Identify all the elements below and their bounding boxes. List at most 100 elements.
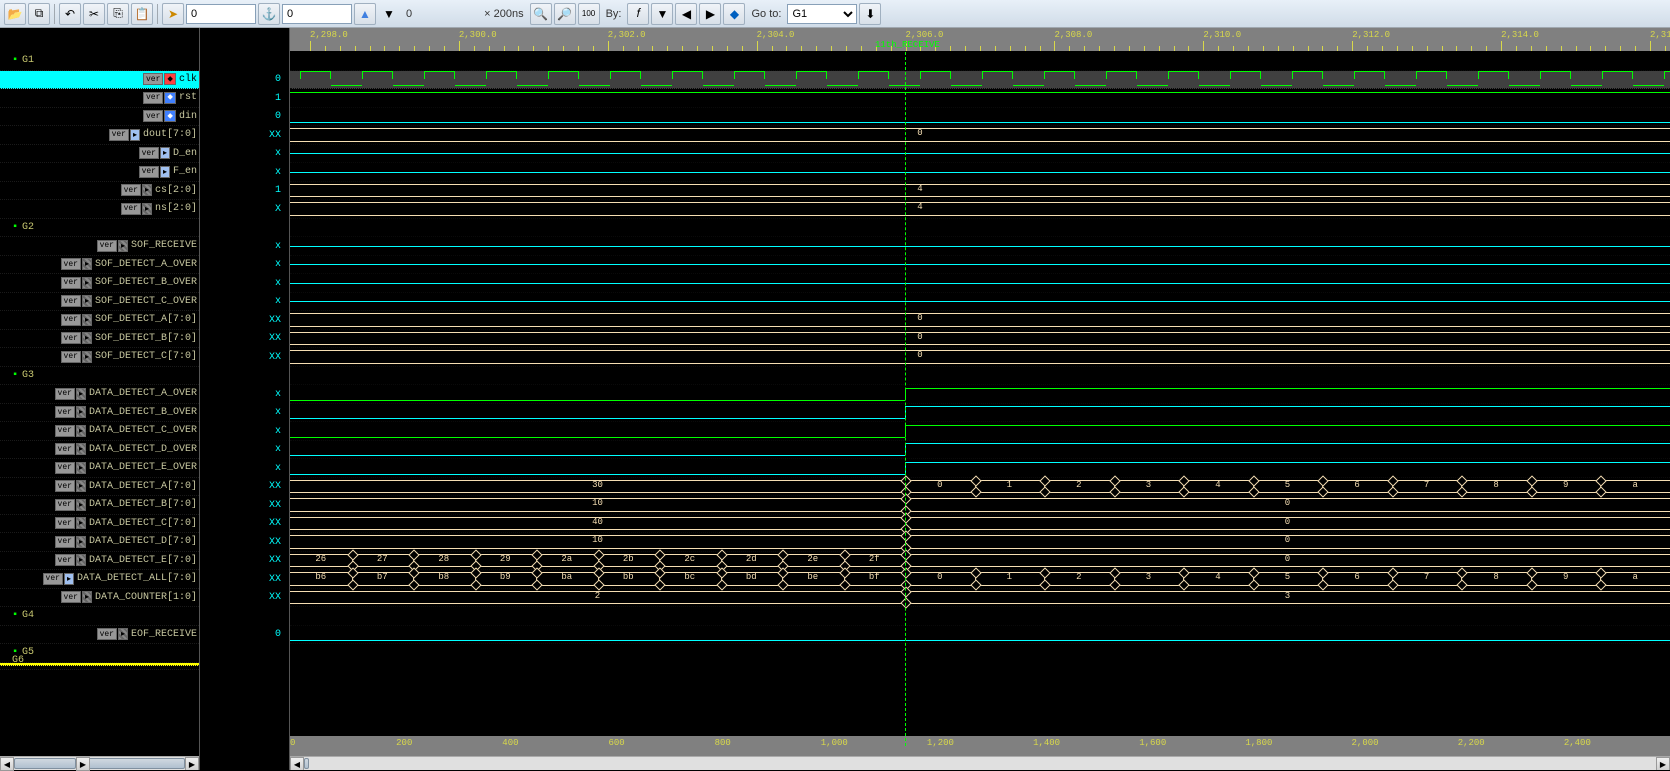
val-dcounter: XX [200, 589, 289, 608]
val-dd-b-over: x [200, 404, 289, 423]
scroll-right-icon[interactable]: ▶ [1656, 757, 1670, 770]
signal-sof-receive[interactable]: ver▸SOF_RECEIVE [0, 237, 199, 256]
open-icon[interactable]: 📂 [4, 3, 26, 25]
val-rst: 1 [200, 89, 289, 108]
signal-dout[interactable]: ver▸dout[7:0] [0, 126, 199, 145]
val-dd-c: XX [200, 515, 289, 534]
scroll-left-icon[interactable]: ◀ [0, 757, 14, 771]
val-sof-b: XX [200, 330, 289, 349]
val-dd-c-over: x [200, 422, 289, 441]
group-g4[interactable]: ▪G4 [0, 607, 199, 626]
group-g2[interactable]: ▪G2 [0, 219, 199, 238]
val-sof-a-over: x [200, 256, 289, 275]
val-dd-d-over: x [200, 441, 289, 460]
val-dd-e: XX [200, 552, 289, 571]
scroll-left-icon[interactable]: ◀ [290, 757, 304, 770]
layout-icon[interactable]: ⧉ [28, 3, 50, 25]
scroll-right-icon[interactable]: ▶ [76, 757, 90, 771]
signal-dd-all[interactable]: ver▸DATA_DETECT_ALL[7:0] [0, 570, 199, 589]
val-dout: XX [200, 126, 289, 145]
signal-eof[interactable]: ver▸EOF_RECEIVE [0, 626, 199, 645]
signal-dd-e[interactable]: ver▸DATA_DETECT_E[7:0] [0, 552, 199, 571]
by-mode-icon[interactable]: 𝑓 [627, 3, 649, 25]
marker-label: 11th_RECEIVE [875, 40, 940, 50]
val-cs: 1 [200, 182, 289, 201]
signal-sof-c[interactable]: ver▸SOF_DETECT_C[7:0] [0, 348, 199, 367]
signal-d-en[interactable]: ver▸D_en [0, 145, 199, 164]
val-d-en: x [200, 145, 289, 164]
signal-ns[interactable]: ver▸ns[2:0] [0, 200, 199, 219]
goto-label: Go to: [747, 8, 785, 20]
val-f-en: x [200, 163, 289, 182]
signal-sof-a[interactable]: ver▸SOF_DETECT_A[7:0] [0, 311, 199, 330]
by-dropdown-icon[interactable]: ▼ [651, 3, 673, 25]
values-scrollbar[interactable]: ◀ ▶ [0, 756, 90, 770]
val-dd-all: XX [200, 570, 289, 589]
val-sof-c-over: x [200, 293, 289, 312]
signal-dd-d-over[interactable]: ver▸DATA_DETECT_D_OVER [0, 441, 199, 460]
signal-rst[interactable]: ver⬥rst [0, 89, 199, 108]
prev-icon[interactable]: ◀ [675, 3, 697, 25]
signal-list-panel: ▪G1 ver⬥clk ver⬥rst ver⬥din ver▸dout[7:0… [0, 28, 200, 770]
down-icon[interactable]: ▼ [378, 3, 400, 25]
zoom-out-icon[interactable]: 🔍 [530, 3, 552, 25]
scroll-right-icon[interactable]: ▶ [185, 757, 199, 770]
signal-f-en[interactable]: ver▸F_en [0, 163, 199, 182]
signal-dd-a-over[interactable]: ver▸DATA_DETECT_A_OVER [0, 385, 199, 404]
val-dd-d: XX [200, 533, 289, 552]
signal-sof-c-over[interactable]: ver▸SOF_DETECT_C_OVER [0, 293, 199, 312]
signal-clk[interactable]: ver⬥clk [0, 71, 199, 90]
anchor-icon[interactable]: ⚓ [258, 3, 280, 25]
time-input-1[interactable] [186, 4, 256, 24]
time-input-2[interactable] [282, 4, 352, 24]
waves-scrollbar[interactable]: ◀ ▶ [290, 756, 1670, 770]
copy-icon[interactable]: ⎘ [107, 3, 129, 25]
zoom-fit-icon[interactable]: 100 [578, 3, 600, 25]
val-ns: X [200, 200, 289, 219]
time-cursor[interactable] [905, 52, 906, 746]
signal-sof-a-over[interactable]: ver▸SOF_DETECT_A_OVER [0, 256, 199, 275]
zoom-in-icon[interactable]: 🔎 [554, 3, 576, 25]
val-dd-e-over: x [200, 459, 289, 478]
val-sof-b-over: x [200, 274, 289, 293]
paste-icon[interactable]: 📋 [131, 3, 153, 25]
updown-value: 0 [402, 8, 416, 20]
zoom-text: × 200ns [480, 8, 527, 20]
undo-icon[interactable]: ↶ [59, 3, 81, 25]
val-sof-rec: x [200, 237, 289, 256]
signal-dcounter[interactable]: ver▸DATA_COUNTER[1:0] [0, 589, 199, 608]
cut-icon[interactable]: ✂ [83, 3, 105, 25]
goto-select[interactable]: G1 [787, 4, 857, 24]
signal-dd-c-over[interactable]: ver▸DATA_DETECT_C_OVER [0, 422, 199, 441]
signal-dd-b-over[interactable]: ver▸DATA_DETECT_B_OVER [0, 404, 199, 423]
val-dd-a-over: x [200, 385, 289, 404]
time-ruler-top[interactable]: 2,298.02,300.02,302.02,304.02,306.02,308… [290, 28, 1670, 52]
group-g3[interactable]: ▪G3 [0, 367, 199, 386]
download-icon[interactable]: ⬇ [859, 3, 881, 25]
val-sof-c: XX [200, 348, 289, 367]
val-dd-b: XX [200, 496, 289, 515]
val-dd-a: XX [200, 478, 289, 497]
next-icon[interactable]: ▶ [699, 3, 721, 25]
values-panel: 0 1 0 XX x x 1 X x x x x XX XX XX x x x … [200, 28, 290, 770]
by-label: By: [602, 8, 626, 20]
home-icon[interactable]: ◆ [723, 3, 745, 25]
val-din: 0 [200, 108, 289, 127]
up-icon[interactable]: ▲ [354, 3, 376, 25]
val-sof-a: XX [200, 311, 289, 330]
signal-dd-b[interactable]: ver▸DATA_DETECT_B[7:0] [0, 496, 199, 515]
signal-dd-d[interactable]: ver▸DATA_DETECT_D[7:0] [0, 533, 199, 552]
signal-sof-b[interactable]: ver▸SOF_DETECT_B[7:0] [0, 330, 199, 349]
waveform-panel[interactable]: 2,298.02,300.02,302.02,304.02,306.02,308… [290, 28, 1670, 770]
signal-dd-c[interactable]: ver▸DATA_DETECT_C[7:0] [0, 515, 199, 534]
toolbar: 📂 ⧉ ↶ ✂ ⎘ 📋 ➤ ⚓ ▲ ▼ 0 × 200ns 🔍 🔎 100 By… [0, 0, 1670, 28]
signal-dd-a[interactable]: ver▸DATA_DETECT_A[7:0] [0, 478, 199, 497]
signal-din[interactable]: ver⬥din [0, 108, 199, 127]
val-clk: 0 [200, 71, 289, 90]
signal-sof-b-over[interactable]: ver▸SOF_DETECT_B_OVER [0, 274, 199, 293]
signal-dd-e-over[interactable]: ver▸DATA_DETECT_E_OVER [0, 459, 199, 478]
time-ruler-bottom[interactable]: 02004006008001,0001,2001,4001,6001,8002,… [290, 736, 1670, 756]
pointer-icon[interactable]: ➤ [162, 3, 184, 25]
signal-cs[interactable]: ver▸cs[2:0] [0, 182, 199, 201]
group-g1[interactable]: ▪G1 [0, 52, 199, 71]
